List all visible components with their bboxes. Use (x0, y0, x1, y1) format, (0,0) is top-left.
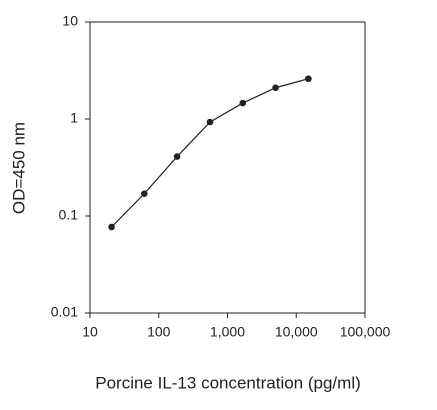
data-line (111, 78, 309, 228)
data-point (239, 99, 247, 107)
data-point (141, 190, 148, 197)
data-point (173, 153, 181, 160)
y-tick-label: 0.1 (59, 207, 79, 223)
y-tick-label: 0.01 (51, 304, 78, 320)
y-tick-label: 10 (62, 13, 78, 29)
x-tick-label: 100,000 (340, 324, 391, 340)
x-axis-label: Porcine IL-13 concentration (pg/ml) (95, 373, 361, 392)
x-tick-label: 1,000 (210, 324, 245, 340)
data-point (206, 118, 214, 126)
data-point (272, 84, 279, 92)
data-point (108, 223, 115, 231)
x-tick-label: 10 (82, 324, 98, 340)
y-tick-label: 1 (70, 110, 78, 126)
x-tick-label: 100 (147, 324, 171, 340)
x-tick-label: 10,000 (275, 324, 318, 340)
plot-frame (89, 21, 366, 314)
data-point (305, 75, 312, 83)
y-axis-label: OD=450 nm (9, 122, 28, 214)
